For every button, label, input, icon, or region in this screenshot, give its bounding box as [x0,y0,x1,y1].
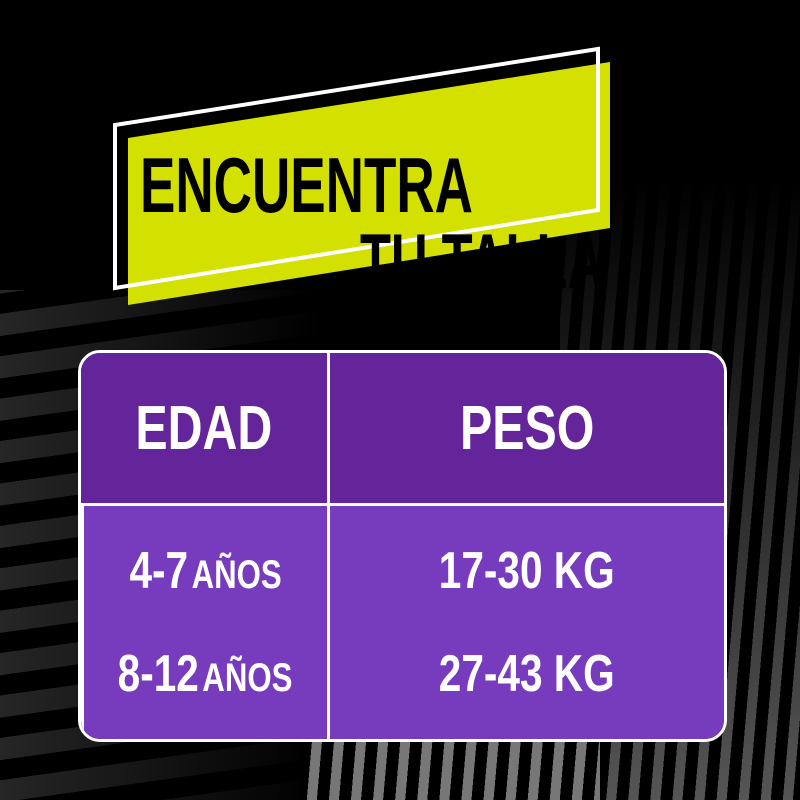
age-range-2: 8-12 AÑOS [118,644,293,704]
header-edad-label: EDAD [135,393,273,463]
age-range-1: 4-7 AÑOS [129,541,281,601]
banner-white-frame [113,46,600,291]
header-edad: EDAD [81,353,327,503]
weight-range-1: 17-30 KG [439,542,615,601]
age-unit: AÑOS [191,553,282,598]
banner-lime-panel [128,62,610,305]
weight-column: 17-30 KG 27-43 KG [327,503,724,739]
age-unit: AÑOS [202,655,293,700]
banner-title-line2: TU TALLA [360,217,605,305]
banner-title-line1: ENCUENTRA [140,141,473,229]
header-peso-label: PESO [459,393,595,463]
age-value: 8-12 [118,644,200,703]
size-table: EDAD PESO 4-7 AÑOS 8-12 AÑOS 17-30 KG 27… [78,350,727,742]
header-peso: PESO [327,353,724,503]
age-value: 4-7 [129,542,188,601]
age-column: 4-7 AÑOS 8-12 AÑOS [81,503,327,739]
weight-range-2: 27-43 KG [439,644,615,703]
background-stripes-bottom [300,740,600,800]
